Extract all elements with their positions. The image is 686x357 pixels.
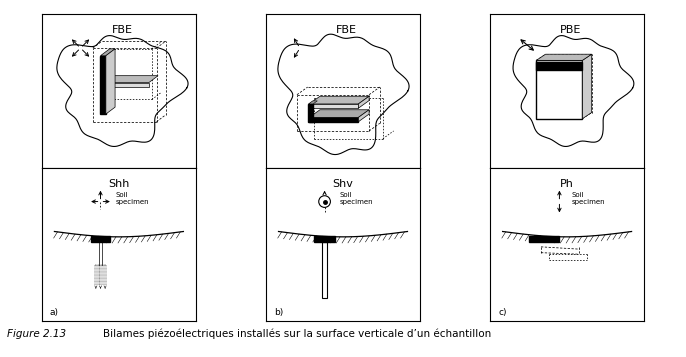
- Text: c): c): [498, 308, 506, 317]
- Polygon shape: [309, 117, 358, 122]
- Text: FBE: FBE: [335, 25, 357, 35]
- Text: a): a): [50, 308, 59, 317]
- Polygon shape: [100, 56, 106, 114]
- Text: Soil
specimen: Soil specimen: [571, 192, 605, 205]
- Text: Bilames piézoélectriques installés sur la surface verticale d’un échantillon: Bilames piézoélectriques installés sur l…: [103, 329, 491, 339]
- Polygon shape: [309, 110, 369, 117]
- Polygon shape: [106, 76, 158, 82]
- Polygon shape: [100, 49, 115, 56]
- Polygon shape: [536, 54, 591, 60]
- Text: b): b): [274, 308, 283, 317]
- Bar: [529, 236, 559, 242]
- Text: Figure 2.13: Figure 2.13: [7, 329, 66, 339]
- Text: Soil
specimen: Soil specimen: [116, 192, 150, 205]
- Polygon shape: [309, 101, 318, 104]
- Text: Ph: Ph: [560, 178, 574, 188]
- Polygon shape: [309, 104, 313, 122]
- Bar: [91, 236, 110, 242]
- Polygon shape: [536, 60, 582, 119]
- Text: FBE: FBE: [112, 25, 132, 35]
- Text: Shv: Shv: [333, 178, 353, 188]
- Text: Soil
specimen: Soil specimen: [340, 192, 374, 205]
- Text: Shh: Shh: [108, 178, 130, 188]
- Polygon shape: [106, 49, 115, 114]
- Bar: [322, 242, 327, 298]
- Polygon shape: [358, 96, 369, 108]
- Polygon shape: [106, 82, 149, 87]
- Polygon shape: [309, 104, 358, 108]
- Polygon shape: [309, 96, 369, 104]
- Polygon shape: [536, 62, 582, 70]
- Polygon shape: [358, 110, 369, 122]
- Text: PBE: PBE: [560, 25, 581, 35]
- Bar: [314, 236, 335, 242]
- Polygon shape: [582, 54, 591, 119]
